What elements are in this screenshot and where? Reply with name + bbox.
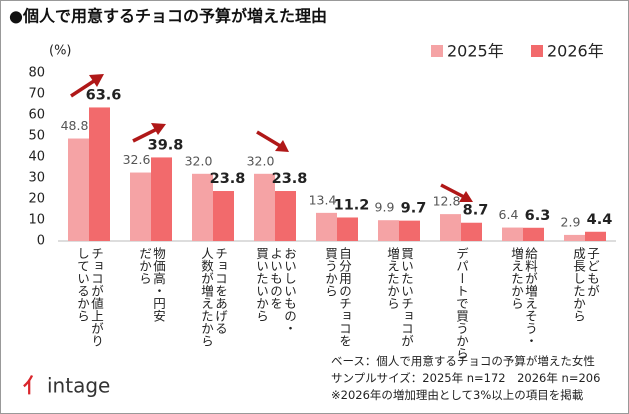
y-tick-label: 30	[28, 171, 45, 186]
value-label: 2.9	[561, 214, 581, 229]
x-tick-label: デパートで買うから	[454, 247, 469, 360]
x-tick-label: 子どもが 成長したから	[571, 247, 600, 322]
x-tick-label: 物価高・円安 だから	[137, 247, 166, 322]
legend-label: 2025年	[447, 42, 504, 61]
x-tick-label: チョコが値上がり しているから	[75, 247, 104, 347]
x-tick-label: チョコをあげる 人数が増えたから	[199, 247, 228, 347]
footnote: サンプルサイズ：2025年 n=172 2026年 n=206	[331, 371, 601, 385]
bar	[192, 173, 213, 241]
value-label: 48.8	[61, 118, 89, 133]
logo: intage	[47, 374, 110, 398]
value-label: 9.9	[375, 200, 395, 215]
arrow-head	[151, 123, 166, 135]
y-tick-label: 20	[28, 192, 45, 207]
bar	[523, 227, 544, 241]
bar	[68, 138, 89, 241]
bar	[337, 217, 358, 241]
value-label: 23.8	[210, 171, 246, 187]
arrow	[132, 126, 160, 143]
bar	[461, 222, 482, 241]
y-tick-label: 0	[37, 234, 45, 249]
arrow-head	[89, 74, 104, 87]
y-tick-label: 10	[28, 213, 45, 228]
legend-label: 2026年	[547, 42, 604, 61]
arrow	[70, 77, 98, 98]
chart-title: ●個人で用意するチョコの予算が増えた理由	[9, 7, 327, 26]
value-label: 13.4	[309, 192, 337, 207]
annotation-arrows	[70, 74, 473, 202]
x-tick-label: 給料が増えそう・ 増えたから	[509, 247, 538, 347]
footnote: ベース：個人で用意するチョコの予算が増えた女性	[331, 354, 595, 368]
value-label: 4.4	[587, 212, 613, 228]
value-label: 12.8	[433, 194, 461, 209]
footnote: ※2026年の増加理由として3%以上の項目を掲載	[331, 388, 584, 402]
arrow-head	[459, 191, 473, 202]
bar	[440, 214, 461, 241]
x-tick-label: 自分用のチョコを 買うから	[323, 247, 352, 347]
legend-swatch	[531, 45, 543, 57]
y-tick-label: 80	[28, 66, 45, 81]
y-tick-label: 60	[28, 108, 45, 123]
bar	[151, 157, 172, 241]
y-tick-label: 70	[28, 87, 45, 102]
value-label: 11.2	[334, 197, 370, 213]
bar	[378, 220, 399, 241]
arrow	[256, 130, 283, 149]
bar	[275, 191, 296, 241]
logo-mark: ⺅	[23, 374, 43, 398]
y-tick-label: 50	[28, 129, 45, 144]
x-tick-label: 買いたいチョコが 増えたから	[385, 247, 414, 347]
bar	[213, 191, 234, 241]
bar	[316, 212, 337, 241]
x-tick-label: おいしいもの・ よいものを 買いたいから	[254, 247, 297, 335]
value-label: 6.3	[525, 208, 551, 224]
legend-swatch	[431, 45, 443, 57]
bar	[585, 231, 606, 241]
bar	[89, 107, 110, 241]
value-label: 6.4	[499, 207, 519, 222]
bar	[130, 172, 151, 241]
value-label: 32.0	[185, 153, 213, 168]
value-label: 39.8	[148, 137, 184, 153]
bar	[564, 234, 585, 241]
arrow	[440, 183, 467, 200]
bar	[254, 173, 275, 241]
arrow-head	[275, 140, 289, 152]
y-tick-label: 40	[28, 150, 45, 165]
value-label: 8.7	[463, 203, 489, 219]
value-label: 9.7	[401, 201, 427, 217]
y-axis-label: (%)	[49, 44, 72, 59]
value-label: 32.6	[123, 152, 151, 167]
bar	[399, 220, 420, 241]
value-label: 32.0	[247, 153, 275, 168]
value-label: 23.8	[272, 171, 308, 187]
value-label: 63.6	[86, 87, 122, 103]
bar	[502, 227, 523, 241]
